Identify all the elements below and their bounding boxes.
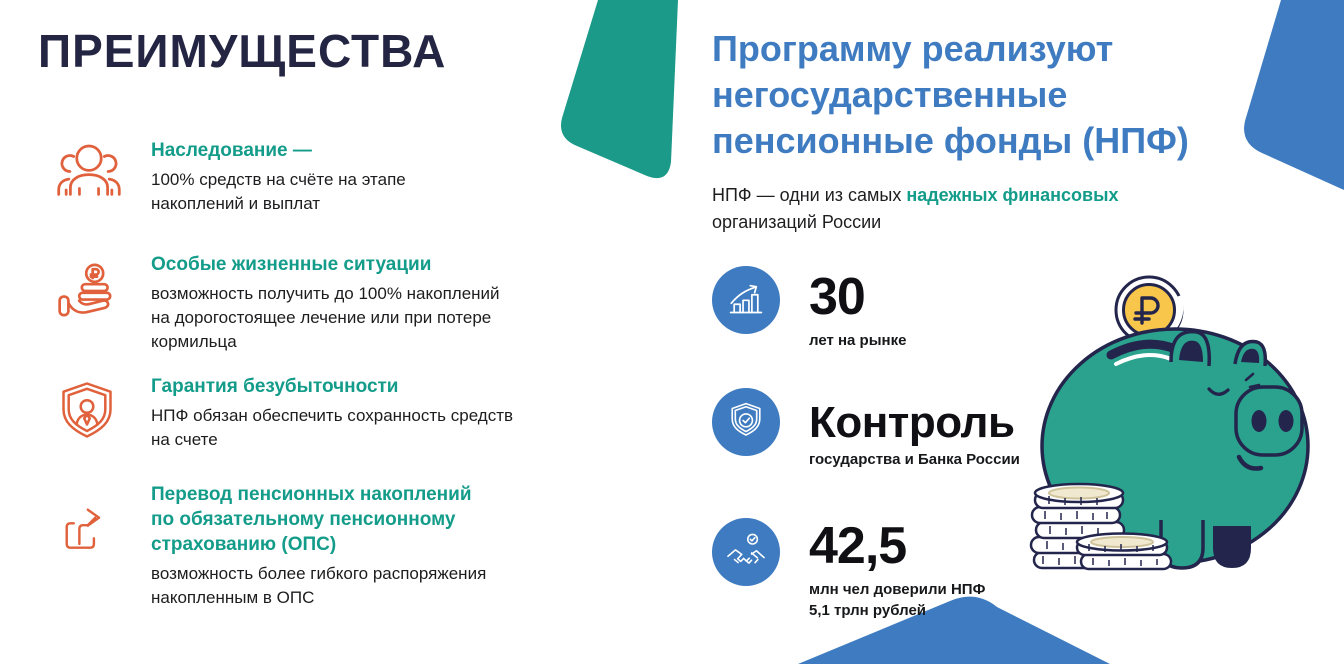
stat-value: Контроль [809, 398, 1015, 447]
pig-closed-eye [1207, 387, 1230, 396]
advantage-item-guarantee: Гарантия безубыточности НПФ обязан обесп… [55, 374, 611, 452]
stat-value: 42,5 [809, 517, 907, 575]
advantage-item-special-situations: Особые жизненные ситуации возможность по… [55, 252, 611, 354]
shield-user-icon [55, 374, 151, 449]
program-subtitle: НПФ — одни из самых надежных финансовых … [712, 182, 1157, 236]
pig-snout [1234, 385, 1304, 457]
advantage-body: возможность более гибкого распоряжения н… [151, 564, 487, 607]
advantage-title: Особые жизненные ситуации [151, 254, 432, 275]
stat-value: 30 [809, 268, 866, 326]
stat-control: Контроль государства и Банка России [712, 388, 1020, 470]
stat-trusted-people: 42,5 млн чел доверили НПФ 5,1 трлн рубле… [712, 518, 985, 621]
stat-label: млн чел доверили НПФ 5,1 трлн рублей [809, 581, 986, 619]
growth-chart-icon [712, 266, 780, 334]
advantage-title: Перевод пенсионных накоплений по обязате… [151, 484, 472, 555]
coin-slot [1106, 339, 1180, 360]
pig-back-leg [1213, 526, 1251, 568]
coin-stack [1075, 532, 1173, 571]
advantage-title: Гарантия безубыточности [151, 376, 399, 397]
blue-shape-bottom [798, 596, 1110, 664]
subtitle-highlight: надежных финансовых [906, 185, 1119, 205]
blue-shape-top-right [1244, 0, 1344, 190]
teal-shape-top [561, 0, 678, 179]
advantages-heading: ПРЕИМУЩЕСТВА [38, 25, 447, 77]
subtitle-text: НПФ — одни из самых [712, 185, 907, 205]
advantage-body: НПФ обязан обеспечить сохранность средст… [151, 406, 514, 449]
piggy-bank-illustration [1029, 275, 1310, 571]
advantage-body: возможность получить до 100% накоплений … [151, 284, 500, 351]
advantage-body: 100% средств на счёте на этапе накоплени… [151, 170, 406, 213]
handshake-check-icon [712, 518, 780, 586]
stat-label: государства и Банка России [809, 451, 1020, 468]
hand-ruble-coins-icon [55, 252, 151, 333]
advantage-title: Наследование — [151, 140, 312, 161]
stat-years-on-market: 30 лет на рынке [712, 266, 906, 351]
advantage-item-transfer: Перевод пенсионных накоплений по обязате… [55, 482, 611, 610]
transfer-arrow-icon [55, 482, 151, 563]
people-group-icon [55, 138, 151, 211]
shield-check-icon [712, 388, 780, 456]
advantage-item-inheritance: Наследование — 100% средств на счёте на … [55, 138, 611, 216]
subtitle-text: организаций России [712, 212, 882, 232]
pig-mouth [1236, 454, 1264, 471]
stat-label: лет на рынке [809, 332, 907, 349]
program-heading: Программу реализуют негосударственные пе… [712, 28, 1189, 161]
